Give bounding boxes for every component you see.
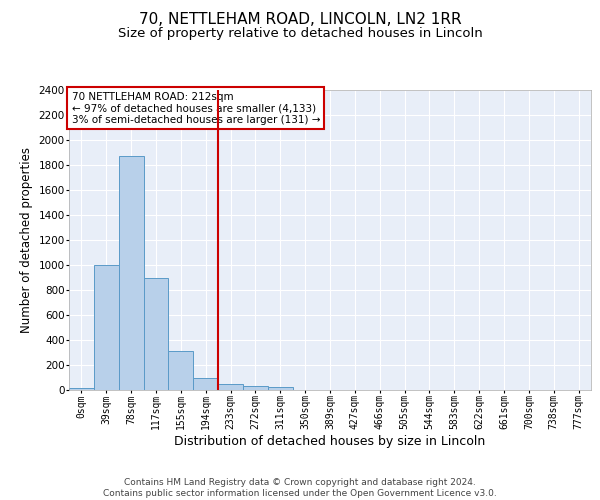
Y-axis label: Number of detached properties: Number of detached properties — [20, 147, 33, 333]
Bar — [94, 265, 119, 390]
Text: Size of property relative to detached houses in Lincoln: Size of property relative to detached ho… — [118, 28, 482, 40]
Bar — [69, 388, 94, 390]
Bar — [169, 351, 193, 390]
Text: Contains HM Land Registry data © Crown copyright and database right 2024.
Contai: Contains HM Land Registry data © Crown c… — [103, 478, 497, 498]
Bar — [243, 386, 268, 390]
Bar — [119, 156, 143, 390]
Bar — [193, 378, 218, 390]
Text: 70, NETTLEHAM ROAD, LINCOLN, LN2 1RR: 70, NETTLEHAM ROAD, LINCOLN, LN2 1RR — [139, 12, 461, 28]
Bar — [268, 387, 293, 390]
Text: 70 NETTLEHAM ROAD: 212sqm
← 97% of detached houses are smaller (4,133)
3% of sem: 70 NETTLEHAM ROAD: 212sqm ← 97% of detac… — [71, 92, 320, 124]
Bar — [143, 278, 169, 390]
X-axis label: Distribution of detached houses by size in Lincoln: Distribution of detached houses by size … — [175, 435, 485, 448]
Bar — [218, 384, 243, 390]
